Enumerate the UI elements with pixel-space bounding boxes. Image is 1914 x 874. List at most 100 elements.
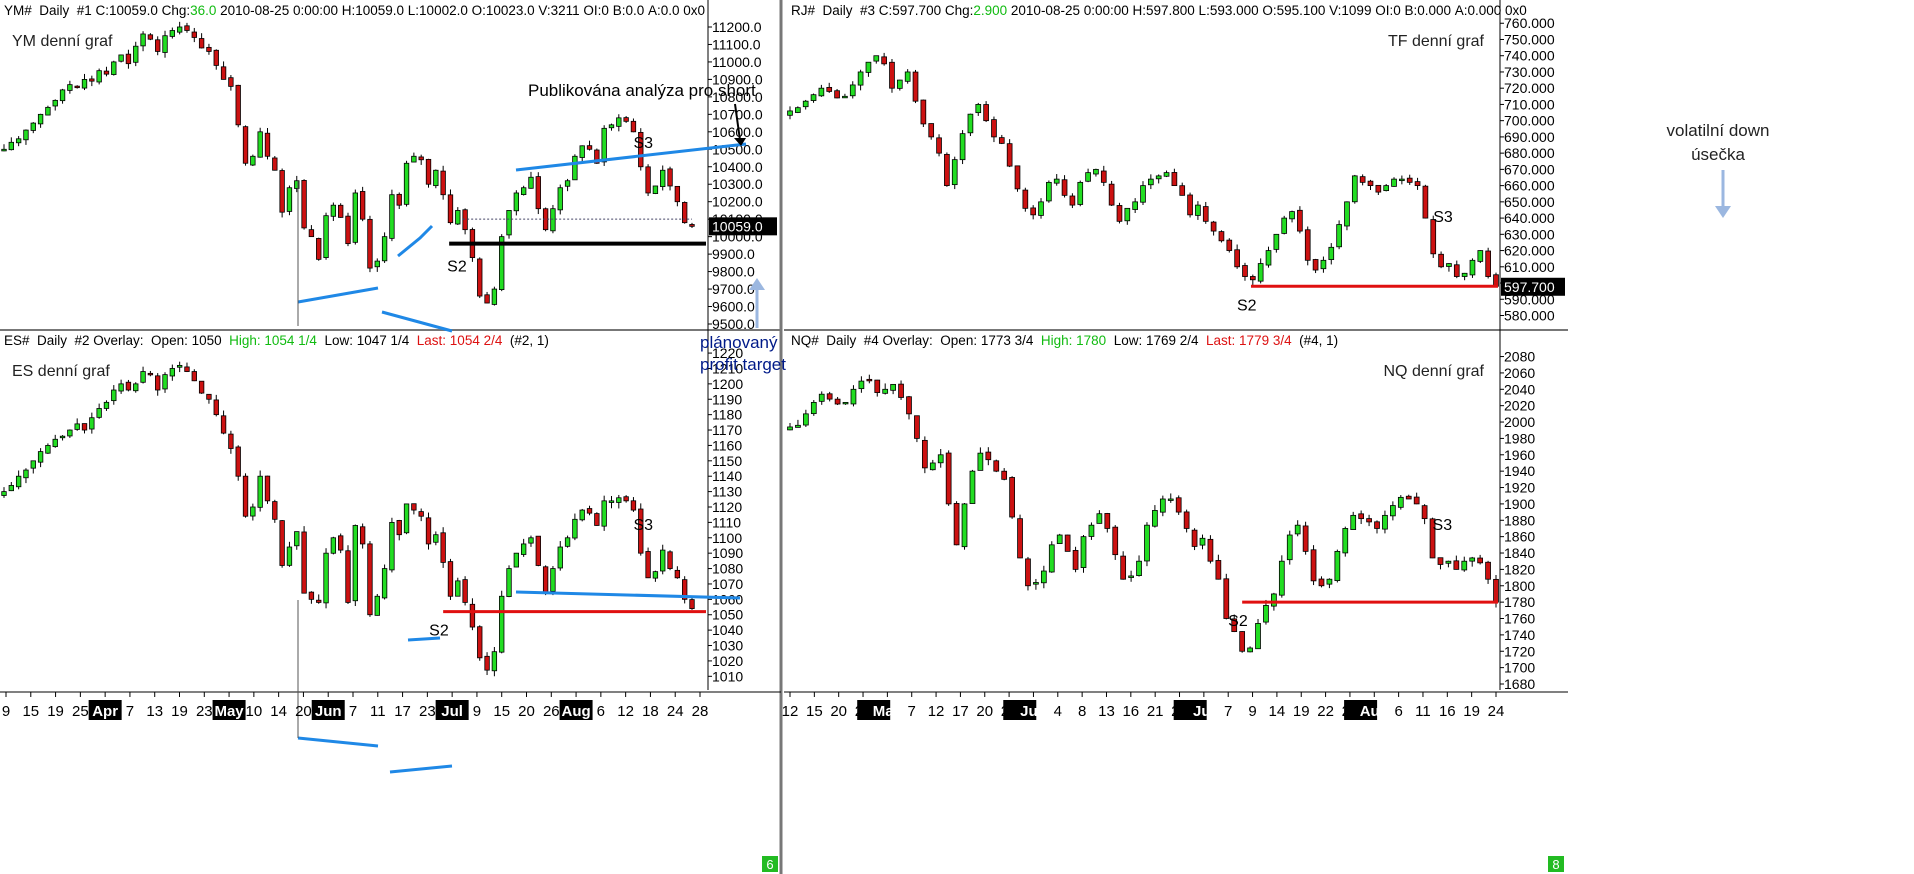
month-label: Jul <box>1193 703 1215 720</box>
price-tick-label: 730.000 <box>1504 64 1555 80</box>
candle-up <box>608 500 615 503</box>
candle-down <box>155 375 161 391</box>
price-tick-label: 9600.0 <box>712 299 755 315</box>
day-label: 23 <box>419 703 436 720</box>
candle-up <box>52 99 58 107</box>
price-tick-label: 1100 <box>712 530 742 546</box>
candle-up <box>1048 544 1055 573</box>
candle-up <box>1334 550 1341 582</box>
candle-down <box>1374 521 1380 529</box>
candle-down <box>103 70 110 75</box>
price-tick-label: 2000 <box>1504 414 1535 430</box>
candle-up <box>550 568 556 592</box>
candle-up <box>491 288 498 305</box>
candle-down <box>1215 560 1222 580</box>
candle-down <box>1226 239 1233 251</box>
candle-up <box>1281 217 1288 234</box>
candle-up <box>787 426 793 431</box>
price-tick-label: 2080 <box>1504 349 1535 365</box>
header-part: 2010-08-25 0:00:00 H:10059.0 L:10002.0 O… <box>216 3 705 18</box>
price-tick-label: 1110 <box>712 514 741 530</box>
candle-down <box>623 496 629 502</box>
candle-up <box>1195 204 1201 216</box>
candle-down <box>1108 183 1115 206</box>
candle-up <box>1320 259 1327 270</box>
candles <box>1 361 695 677</box>
price-tick-label: 630.000 <box>1504 226 1555 242</box>
candle-down <box>1179 185 1186 196</box>
header-part: 2.900 <box>973 3 1007 18</box>
price-tick-label: 1210 <box>712 360 743 376</box>
candle-up <box>67 429 73 437</box>
candle-down <box>301 531 307 594</box>
day-label: 7 <box>349 703 357 720</box>
trendline-es-low1 <box>297 736 379 748</box>
candle-up <box>810 94 817 101</box>
header-part: Low: 1769 2/4 <box>1106 333 1206 348</box>
s3-label: S3 <box>633 517 653 534</box>
s2-label: S2 <box>429 623 449 640</box>
candle-up <box>499 236 505 290</box>
candle-down <box>1405 495 1412 500</box>
candle-up <box>381 236 388 262</box>
candle-down <box>1202 206 1209 222</box>
candle-up <box>1342 528 1349 554</box>
panel-ym: YM# Daily #1 C:10059.0 Chg:36.0 2010-08-… <box>1 3 777 332</box>
candle-down <box>630 500 637 511</box>
candle-down <box>477 258 483 297</box>
day-label: 19 <box>47 703 64 720</box>
candle-down <box>462 209 468 231</box>
candle-up <box>557 546 563 569</box>
candle-up <box>52 438 58 448</box>
candle-down <box>834 398 841 405</box>
day-label: 25 <box>72 703 89 720</box>
candle-up <box>352 525 358 602</box>
day-label: 19 <box>1463 703 1480 720</box>
candle-down <box>469 603 476 628</box>
candle-up <box>652 571 659 579</box>
month-label: Jun <box>1020 703 1047 720</box>
day-label: 14 <box>270 703 287 720</box>
candles <box>787 374 1499 653</box>
candle-up <box>1136 560 1142 576</box>
candle-down <box>834 90 840 99</box>
candle-down <box>279 170 285 213</box>
candle-up <box>550 208 556 232</box>
candle-down <box>1006 143 1013 167</box>
candle-up <box>37 451 44 463</box>
candle-up <box>111 61 117 75</box>
candle-down <box>206 46 212 52</box>
candle-down <box>944 153 950 187</box>
candle-down <box>1359 176 1366 183</box>
day-label: 15 <box>806 703 823 720</box>
annotation-volatilni: volatilní down <box>1666 121 1769 140</box>
day-label: 17 <box>394 703 411 720</box>
candle-down <box>921 439 928 469</box>
price-tick-label: 640.000 <box>1504 210 1555 226</box>
candle-up <box>96 408 102 418</box>
candle-down <box>198 38 205 49</box>
candle-down <box>1072 550 1079 570</box>
candle-up <box>601 127 607 163</box>
candle-down <box>1493 274 1499 287</box>
candle-down <box>272 501 278 520</box>
candle-up <box>1383 185 1390 192</box>
candle-up <box>1263 605 1269 623</box>
day-label: 28 <box>692 703 709 720</box>
candle-down <box>682 579 688 600</box>
candle-down <box>1430 219 1437 255</box>
candle-up <box>140 33 146 47</box>
candle-up <box>118 54 124 62</box>
price-tick-label: 710.000 <box>1504 96 1555 112</box>
price-tick-label: 1060 <box>712 591 743 607</box>
candle-up <box>1093 168 1099 175</box>
price-tick-label: 10400.0 <box>712 159 763 175</box>
candle-up <box>1336 224 1342 248</box>
candle-down <box>623 117 629 122</box>
candle-down <box>1302 525 1309 552</box>
candle-down <box>1171 172 1178 187</box>
candle-down <box>535 535 541 566</box>
price-tick-label: 1170 <box>712 422 742 438</box>
month-box <box>212 700 246 720</box>
candle-down <box>272 157 278 171</box>
